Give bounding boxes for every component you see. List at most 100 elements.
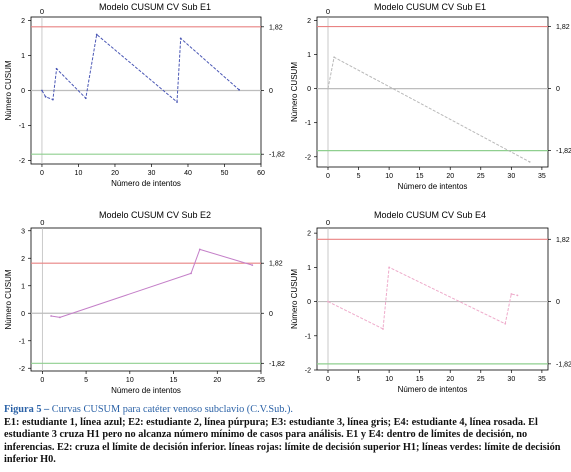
chart-3-ytick-label-5: 2 (21, 256, 25, 263)
chart-4-xtick-label-5: 20 (446, 376, 454, 383)
chart-1-xlabel: Número de intentos (111, 179, 181, 188)
chart-3-ytick-label-3: 0 (21, 311, 25, 318)
chart-3-series-1-line (51, 248, 253, 318)
chart-3-ytick-label-2: -1 (19, 338, 25, 345)
chart-1-ylabel: Número CUSUM (4, 60, 13, 120)
chart-2-title: Modelo CUSUM CV Sub E1 (374, 2, 486, 12)
chart-3-top-label: 0 (40, 218, 44, 227)
chart-1-series-1-point-7 (176, 101, 178, 103)
chart-4-series-1-point-4 (504, 322, 507, 325)
chart-1-ytick-label-2: -1 (19, 123, 25, 130)
chart-3-series-1-point-5 (251, 264, 254, 267)
chart-2-ytick-label-4: 1 (307, 52, 311, 59)
chart-4-ytick-label-4: 1 (307, 265, 311, 272)
chart-2-xtick-label-3: 10 (385, 173, 393, 180)
chart-2-xtick-label-2: 5 (357, 173, 361, 180)
chart-3-ytick-label-4: 1 (21, 283, 25, 290)
chart-4-ylabel: Número CUSUM (290, 269, 299, 329)
chart-1-ytick-label-5: 2 (21, 18, 25, 25)
chart-1-xtick-label-3: 20 (111, 170, 119, 177)
chart-1-xtick-label-1: 0 (40, 170, 44, 177)
chart-2-plot-frame (316, 16, 549, 168)
chart-4-ytick-label-2: -1 (305, 333, 311, 340)
chart-4-xtick-label-1: 0 (326, 376, 330, 383)
chart-3-plot-frame (30, 227, 262, 372)
chart-1-series-1-point-6 (95, 33, 98, 36)
figure-caption: Figura 5 – Curvas CUSUM para catéter ven… (4, 404, 567, 467)
chart-1-xtick-label-2: 10 (75, 170, 83, 177)
chart-3-threshold-label-3: -1,82 (269, 361, 285, 368)
chart-3-xtick-label-2: 5 (84, 377, 88, 384)
chart-2-xtick-label-4: 15 (416, 173, 424, 180)
chart-3-series-1-point-1 (50, 315, 53, 317)
chart-1-series-1-point-4 (55, 67, 58, 70)
chart-3-xlabel: Número de intentos (111, 386, 181, 395)
chart-1-top-label: 0 (40, 7, 44, 16)
figure-charts: Modelo CUSUM CV Sub E1 0 1,82 0 -1,82 -2 -1 0 1 2… (4, 2, 571, 395)
chart-1-series-1-point-3 (52, 98, 54, 101)
chart-3-title: Modelo CUSUM CV Sub E2 (99, 210, 211, 220)
chart-2-series-1-point-3 (528, 160, 531, 163)
chart-1-series-1-line (41, 34, 240, 103)
chart-1-threshold-label-2: 0 (269, 88, 273, 95)
chart-1-series-1-point-8 (179, 37, 182, 40)
chart-2-threshold-label-1: 1,82 (556, 24, 570, 31)
chart-2-ylabel: Número CUSUM (290, 62, 299, 122)
caption-label: Figura 5 – (4, 404, 52, 415)
chart-2-series-1-point-2 (333, 56, 336, 59)
chart-3-xtick-label-5: 20 (213, 377, 221, 384)
chart-1-xtick-label-4: 30 (148, 170, 156, 177)
chart-3-series-1-point-3 (190, 272, 192, 275)
chart-1-ytick-label-1: -2 (19, 158, 25, 165)
caption-text: E1: estudiante 1, línea azul; E2: estudi… (4, 416, 561, 466)
chart-1-series-1-point-2 (44, 95, 47, 98)
chart-3-threshold-label-2: 0 (269, 311, 273, 318)
chart-2-ytick-label-5: 2 (307, 18, 311, 25)
chart-3-series-1-point-2 (58, 316, 61, 319)
chart-4-threshold-label-1: 1,82 (556, 237, 570, 244)
chart-1-title: Modelo CUSUM CV Sub E1 (99, 2, 211, 12)
chart-3-xtick-label-4: 15 (170, 377, 178, 384)
chart-4-threshold-label-3: -1,82 (556, 361, 571, 368)
chart-3-series-1-point-4 (198, 248, 201, 251)
chart-2-xtick-label-5: 20 (446, 173, 454, 180)
chart-4-series-1-point-5 (510, 293, 513, 295)
chart-1-xtick-label-7: 60 (257, 170, 265, 177)
chart-4-xtick-label-3: 10 (385, 376, 393, 383)
chart-1-series-1-point-5 (84, 97, 87, 100)
chart-1-threshold-label-1: 1,82 (269, 24, 283, 31)
chart-1-threshold-label-3: -1,82 (269, 152, 285, 159)
chart-4-xtick-label-6: 25 (477, 376, 485, 383)
chart-3-xtick-label-6: 25 (257, 377, 265, 384)
chart-4-series-1-point-3 (388, 266, 391, 269)
chart-2-series-1-line (327, 56, 530, 163)
chart-4-series-1-point-2 (382, 328, 384, 330)
chart-3-xtick-label-1: 0 (40, 377, 44, 384)
chart-4-xtick-label-2: 5 (357, 376, 361, 383)
chart-4-threshold-label-2: 0 (556, 299, 560, 306)
chart-4-xtick-label-7: 30 (507, 376, 515, 383)
chart-2-ytick-label-2: -1 (305, 120, 311, 127)
chart-4-xtick-label-8: 35 (538, 376, 546, 383)
chart-2-ytick-label-3: 0 (307, 86, 311, 93)
chart-3-ytick-label-6: 3 (21, 228, 25, 235)
chart-1-xtick-label-5: 40 (184, 170, 192, 177)
caption-title: Curvas CUSUM para catéter venoso subclav… (51, 404, 293, 415)
chart-1-xtick-label-6: 50 (221, 170, 229, 177)
chart-4-series-1-point-6 (516, 294, 519, 297)
chart-1-series-1-point-1 (41, 89, 43, 92)
chart-1-ytick-label-3: 0 (21, 88, 25, 95)
chart-1-series-1-point-9 (238, 88, 240, 91)
chart-4-series-1-point-1 (327, 300, 329, 303)
chart-4-ytick-label-5: 2 (307, 231, 311, 238)
chart-2-ytick-label-1: -2 (305, 154, 311, 161)
chart-4-ytick-label-1: -2 (305, 368, 311, 375)
chart-3-ylabel: Número CUSUM (4, 269, 13, 329)
chart-2-xtick-label-6: 25 (477, 173, 485, 180)
chart-3-ytick-label-1: -2 (19, 366, 25, 373)
chart-3-threshold-label-1: 1,82 (269, 261, 283, 268)
chart-1-ytick-label-4: 1 (21, 53, 25, 60)
chart-2-xtick-label-7: 30 (507, 173, 515, 180)
chart-2-series-1-point-1 (327, 87, 329, 90)
chart-4-ytick-label-3: 0 (307, 299, 311, 306)
